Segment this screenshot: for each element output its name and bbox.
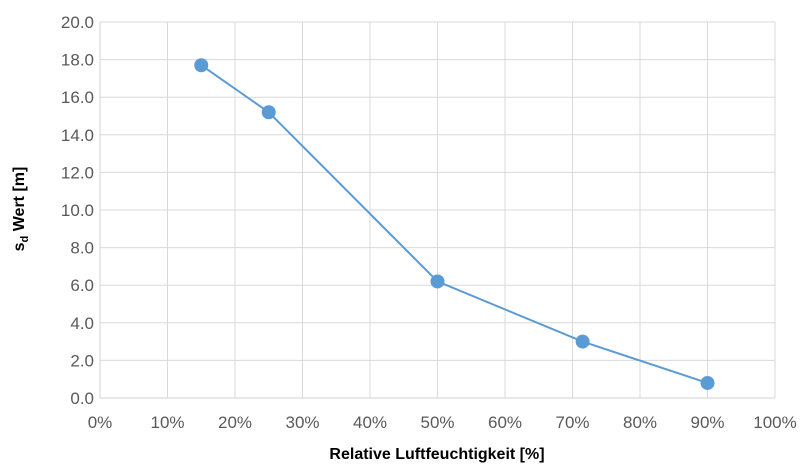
- y-tick-label: 6.0: [70, 276, 94, 295]
- y-tick-label: 18.0: [61, 51, 94, 70]
- data-point: [700, 375, 715, 390]
- x-axis-title: Relative Luftfeuchtigkeit [%]: [329, 446, 544, 463]
- x-tick-label: 0%: [88, 413, 113, 432]
- y-tick-label: 8.0: [70, 239, 94, 258]
- y-axis-title-rest: Wert [m]: [11, 167, 28, 236]
- x-tick-label: 40%: [353, 413, 387, 432]
- y-tick-label: 2.0: [70, 351, 94, 370]
- data-point: [430, 274, 445, 289]
- y-axis-title-main: s: [11, 242, 28, 251]
- y-tick-label: 4.0: [70, 314, 94, 333]
- x-tick-label: 70%: [555, 413, 589, 432]
- data-point: [194, 58, 209, 73]
- grid-layer: [100, 21, 776, 398]
- y-tick-label: 10.0: [61, 201, 94, 220]
- x-tick-label: 60%: [488, 413, 522, 432]
- y-axis-title-subscript: d: [19, 236, 31, 243]
- y-tick-label: 14.0: [61, 126, 94, 145]
- series-layer: [194, 58, 715, 390]
- y-tick-label: 20.0: [61, 13, 94, 32]
- y-tick-label: 12.0: [61, 163, 94, 182]
- y-tick-label: 16.0: [61, 88, 94, 107]
- x-tick-label: 10%: [150, 413, 184, 432]
- x-tick-label: 100%: [753, 413, 796, 432]
- x-tick-label: 50%: [420, 413, 454, 432]
- x-tick-label: 90%: [690, 413, 724, 432]
- axis-layer: [99, 22, 775, 399]
- data-point: [575, 334, 590, 349]
- x-tick-label: 30%: [285, 413, 319, 432]
- y-tick-label: 0.0: [70, 389, 94, 408]
- y-axis-title: sd Wert [m]: [11, 167, 31, 252]
- x-tick-label: 80%: [623, 413, 657, 432]
- x-tick-label: 20%: [218, 413, 252, 432]
- tick-layer: 0% 10% 20% 30% 40% 50% 60% 70% 80% 90% 100% 0.0 2.0 4…: [61, 13, 797, 432]
- series-line: [200, 64, 708, 384]
- data-point: [261, 105, 276, 120]
